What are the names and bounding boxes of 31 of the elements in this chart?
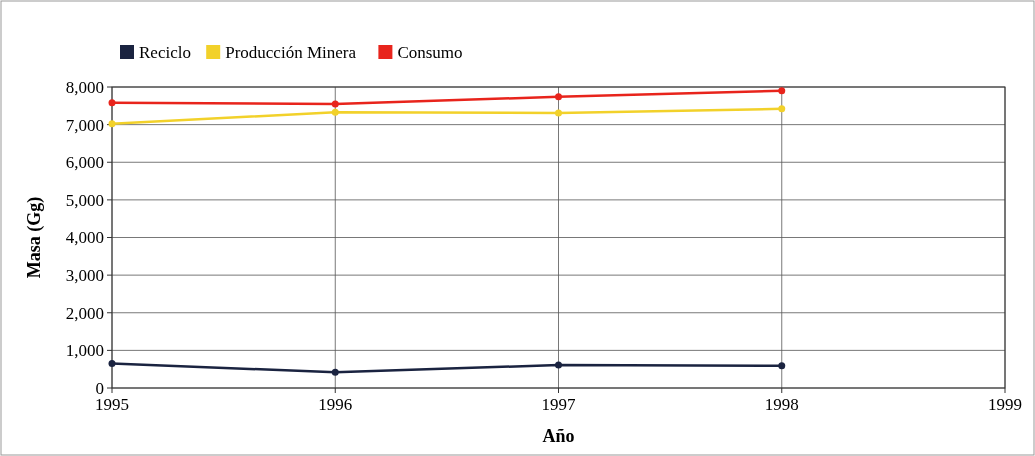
point [108, 360, 116, 368]
point [108, 120, 116, 128]
y-tick-label: 3,000 [65, 266, 104, 286]
x-axis-title: Año [542, 426, 575, 446]
point [555, 361, 562, 369]
point [108, 99, 116, 107]
y-tick-label: 1,000 [65, 341, 104, 361]
y-tick-label: 4,000 [65, 228, 104, 248]
point [778, 362, 786, 370]
x-tick-label: 1997 [541, 395, 576, 414]
point [555, 109, 562, 117]
point [555, 93, 562, 101]
x-tick-label: 1998 [764, 395, 799, 414]
y-tick-label: 7,000 [65, 115, 104, 135]
point [778, 105, 786, 113]
point [331, 108, 339, 116]
point [778, 87, 786, 95]
y-tick-label: 0 [95, 378, 104, 398]
x-tick-label: 1996 [318, 395, 353, 414]
point [331, 368, 339, 376]
y-axis-title: Masa (Gg) [24, 196, 45, 279]
point [331, 100, 339, 108]
y-tick-label: 8,000 [65, 77, 104, 97]
y-tick-label: 6,000 [65, 153, 104, 173]
x-tick-label: 1999 [988, 395, 1022, 414]
y-tick-label: 5,000 [65, 190, 104, 210]
legend-label: Producción Minera [225, 42, 357, 62]
x-tick-label: 1995 [95, 395, 129, 414]
y-tick-label: 2,000 [65, 303, 104, 323]
legend-label: Consumo [397, 42, 463, 62]
legend-label: Reciclo [139, 42, 191, 62]
